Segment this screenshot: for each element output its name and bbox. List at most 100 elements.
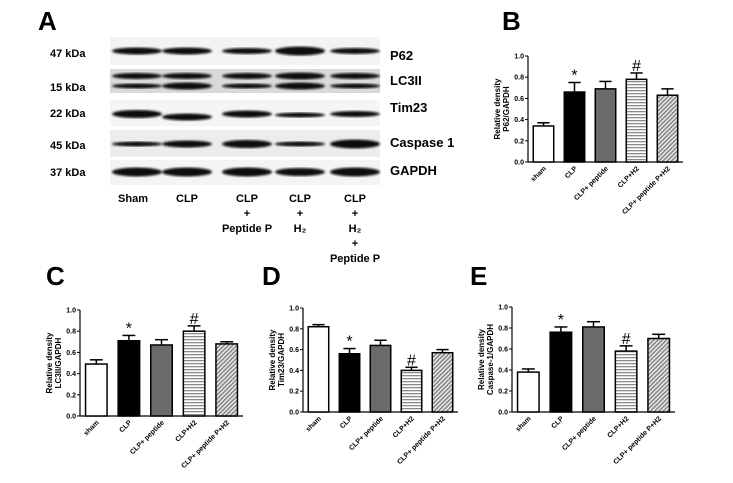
panel-letter-c: C xyxy=(46,261,65,291)
blot-band xyxy=(112,73,162,79)
bar-clp-peptide-p-h2 xyxy=(656,94,679,163)
kda-label: 15 kDa xyxy=(50,82,86,94)
lane-label: Peptide P xyxy=(222,223,272,235)
y-axis-label: Caspase-1/GAPDH xyxy=(486,324,495,395)
bar-clp xyxy=(563,91,586,163)
x-tick-label: CLP xyxy=(550,415,565,430)
blot-band xyxy=(275,46,325,56)
kda-label: 47 kDa xyxy=(50,48,86,60)
bar-clp-peptide-p-h2 xyxy=(647,337,671,413)
bar-chart-b: B 0.0 0.2 0.4 0.6 0.8 1.0 Relative density P62/G… xyxy=(493,6,683,216)
bar-clp-h2 xyxy=(182,330,206,417)
y-tick-label: 0.0 xyxy=(498,410,508,417)
y-tick-label: 0.2 xyxy=(66,392,76,399)
bar-clp-peptide xyxy=(369,344,392,413)
bar-chart-e: E 0.0 0.2 0.4 0.6 0.8 1.0 Relative density Caspa… xyxy=(470,261,675,466)
panel-letter-e: E xyxy=(470,261,487,291)
lane-label: + xyxy=(352,238,358,250)
blot-band xyxy=(222,140,272,148)
bar-clp xyxy=(117,339,141,417)
blot-band xyxy=(222,83,272,89)
protein-label: GAPDH xyxy=(390,163,437,178)
significance-mark: * xyxy=(571,68,577,85)
x-tick-label: CLP+ peptide xyxy=(573,165,610,202)
y-tick-label: 0.2 xyxy=(289,389,299,396)
x-tick-label: CLP+ peptide xyxy=(561,415,598,452)
x-tick-label: CLP+H2 xyxy=(617,165,641,189)
bar-sham xyxy=(307,325,330,413)
blot-band xyxy=(222,110,272,118)
bar-chart-c: C 0.0 0.2 0.4 0.6 0.8 1.0 Relative density LC3II… xyxy=(45,261,243,470)
x-tick-label: sham xyxy=(83,419,101,437)
x-tick-label: CLP xyxy=(118,419,133,434)
y-axis-label: LC3II/GAPDH xyxy=(54,337,63,388)
bar-clp-peptide xyxy=(594,88,617,163)
significance-mark: * xyxy=(558,312,564,329)
blot-band xyxy=(275,141,325,147)
blot-band xyxy=(162,140,212,148)
y-axis-label: Relative density xyxy=(268,329,277,390)
blot-band xyxy=(222,48,272,54)
panel-letter-a: A xyxy=(38,6,57,36)
x-tick-label: CLP+H2 xyxy=(392,415,416,439)
bar-sham xyxy=(532,125,555,163)
significance-mark: # xyxy=(632,58,641,75)
panel-letter-d: D xyxy=(262,261,281,291)
y-tick-label: 0.6 xyxy=(289,347,299,354)
blot-band xyxy=(330,73,380,79)
blot-band xyxy=(162,113,212,121)
protein-label: Tim23 xyxy=(390,100,427,115)
bar-clp-h2 xyxy=(400,369,423,413)
protein-label: Caspase 1 xyxy=(390,135,454,150)
lane-label: CLP xyxy=(344,193,366,205)
x-tick-label: CLP+ peptide xyxy=(348,415,385,452)
y-tick-label: 0.0 xyxy=(289,410,299,417)
blot-band xyxy=(275,82,325,90)
blot-band xyxy=(275,168,325,176)
bar-clp-h2 xyxy=(614,350,638,413)
bar-clp xyxy=(549,331,573,413)
bar-clp-peptide-p-h2 xyxy=(431,351,454,413)
y-tick-label: 1.0 xyxy=(66,308,76,315)
bar-clp-peptide xyxy=(149,344,174,417)
lane-label: CLP xyxy=(236,193,258,205)
blot-band xyxy=(330,167,380,177)
y-axis-label: Tim23/GAPDH xyxy=(277,333,286,387)
y-tick-label: 0.4 xyxy=(498,368,508,375)
y-tick-label: 0.8 xyxy=(289,326,299,333)
blot-band xyxy=(162,82,212,90)
blot-band xyxy=(330,139,380,149)
y-tick-label: 1.0 xyxy=(289,306,299,313)
blot-band xyxy=(222,73,272,79)
y-axis-label: P62/GAPDH xyxy=(502,86,511,132)
x-tick-label: CLP+H2 xyxy=(174,419,198,443)
lane-label: Sham xyxy=(118,193,148,205)
lane-label: CLP xyxy=(289,193,311,205)
x-tick-label: CLP xyxy=(339,415,354,430)
lane-label: H₂ xyxy=(294,223,307,235)
y-tick-label: 0.6 xyxy=(66,350,76,357)
blot-band xyxy=(330,83,380,89)
lane-label: CLP xyxy=(176,193,198,205)
x-tick-label: CLP+ peptide xyxy=(129,419,166,456)
y-tick-label: 0.4 xyxy=(289,368,299,375)
blot-strip-lc3ii xyxy=(110,69,380,93)
y-axis-label: Relative density xyxy=(45,332,54,393)
blot-band xyxy=(275,72,325,80)
kda-label: 45 kDa xyxy=(50,140,86,152)
y-tick-label: 1.0 xyxy=(514,54,524,61)
bar-clp-h2 xyxy=(625,78,648,163)
lane-label: + xyxy=(352,208,358,220)
y-tick-label: 0.6 xyxy=(498,347,508,354)
significance-mark: * xyxy=(346,334,352,351)
lane-label: + xyxy=(297,208,303,220)
y-tick-label: 0.4 xyxy=(66,371,76,378)
panel-letter-b: B xyxy=(502,6,521,36)
lane-label: H₂ xyxy=(349,223,362,235)
significance-mark: # xyxy=(190,311,199,328)
lane-label: + xyxy=(244,208,250,220)
blot-band xyxy=(112,110,162,118)
blot-band xyxy=(222,167,272,177)
bar-sham xyxy=(516,371,540,413)
